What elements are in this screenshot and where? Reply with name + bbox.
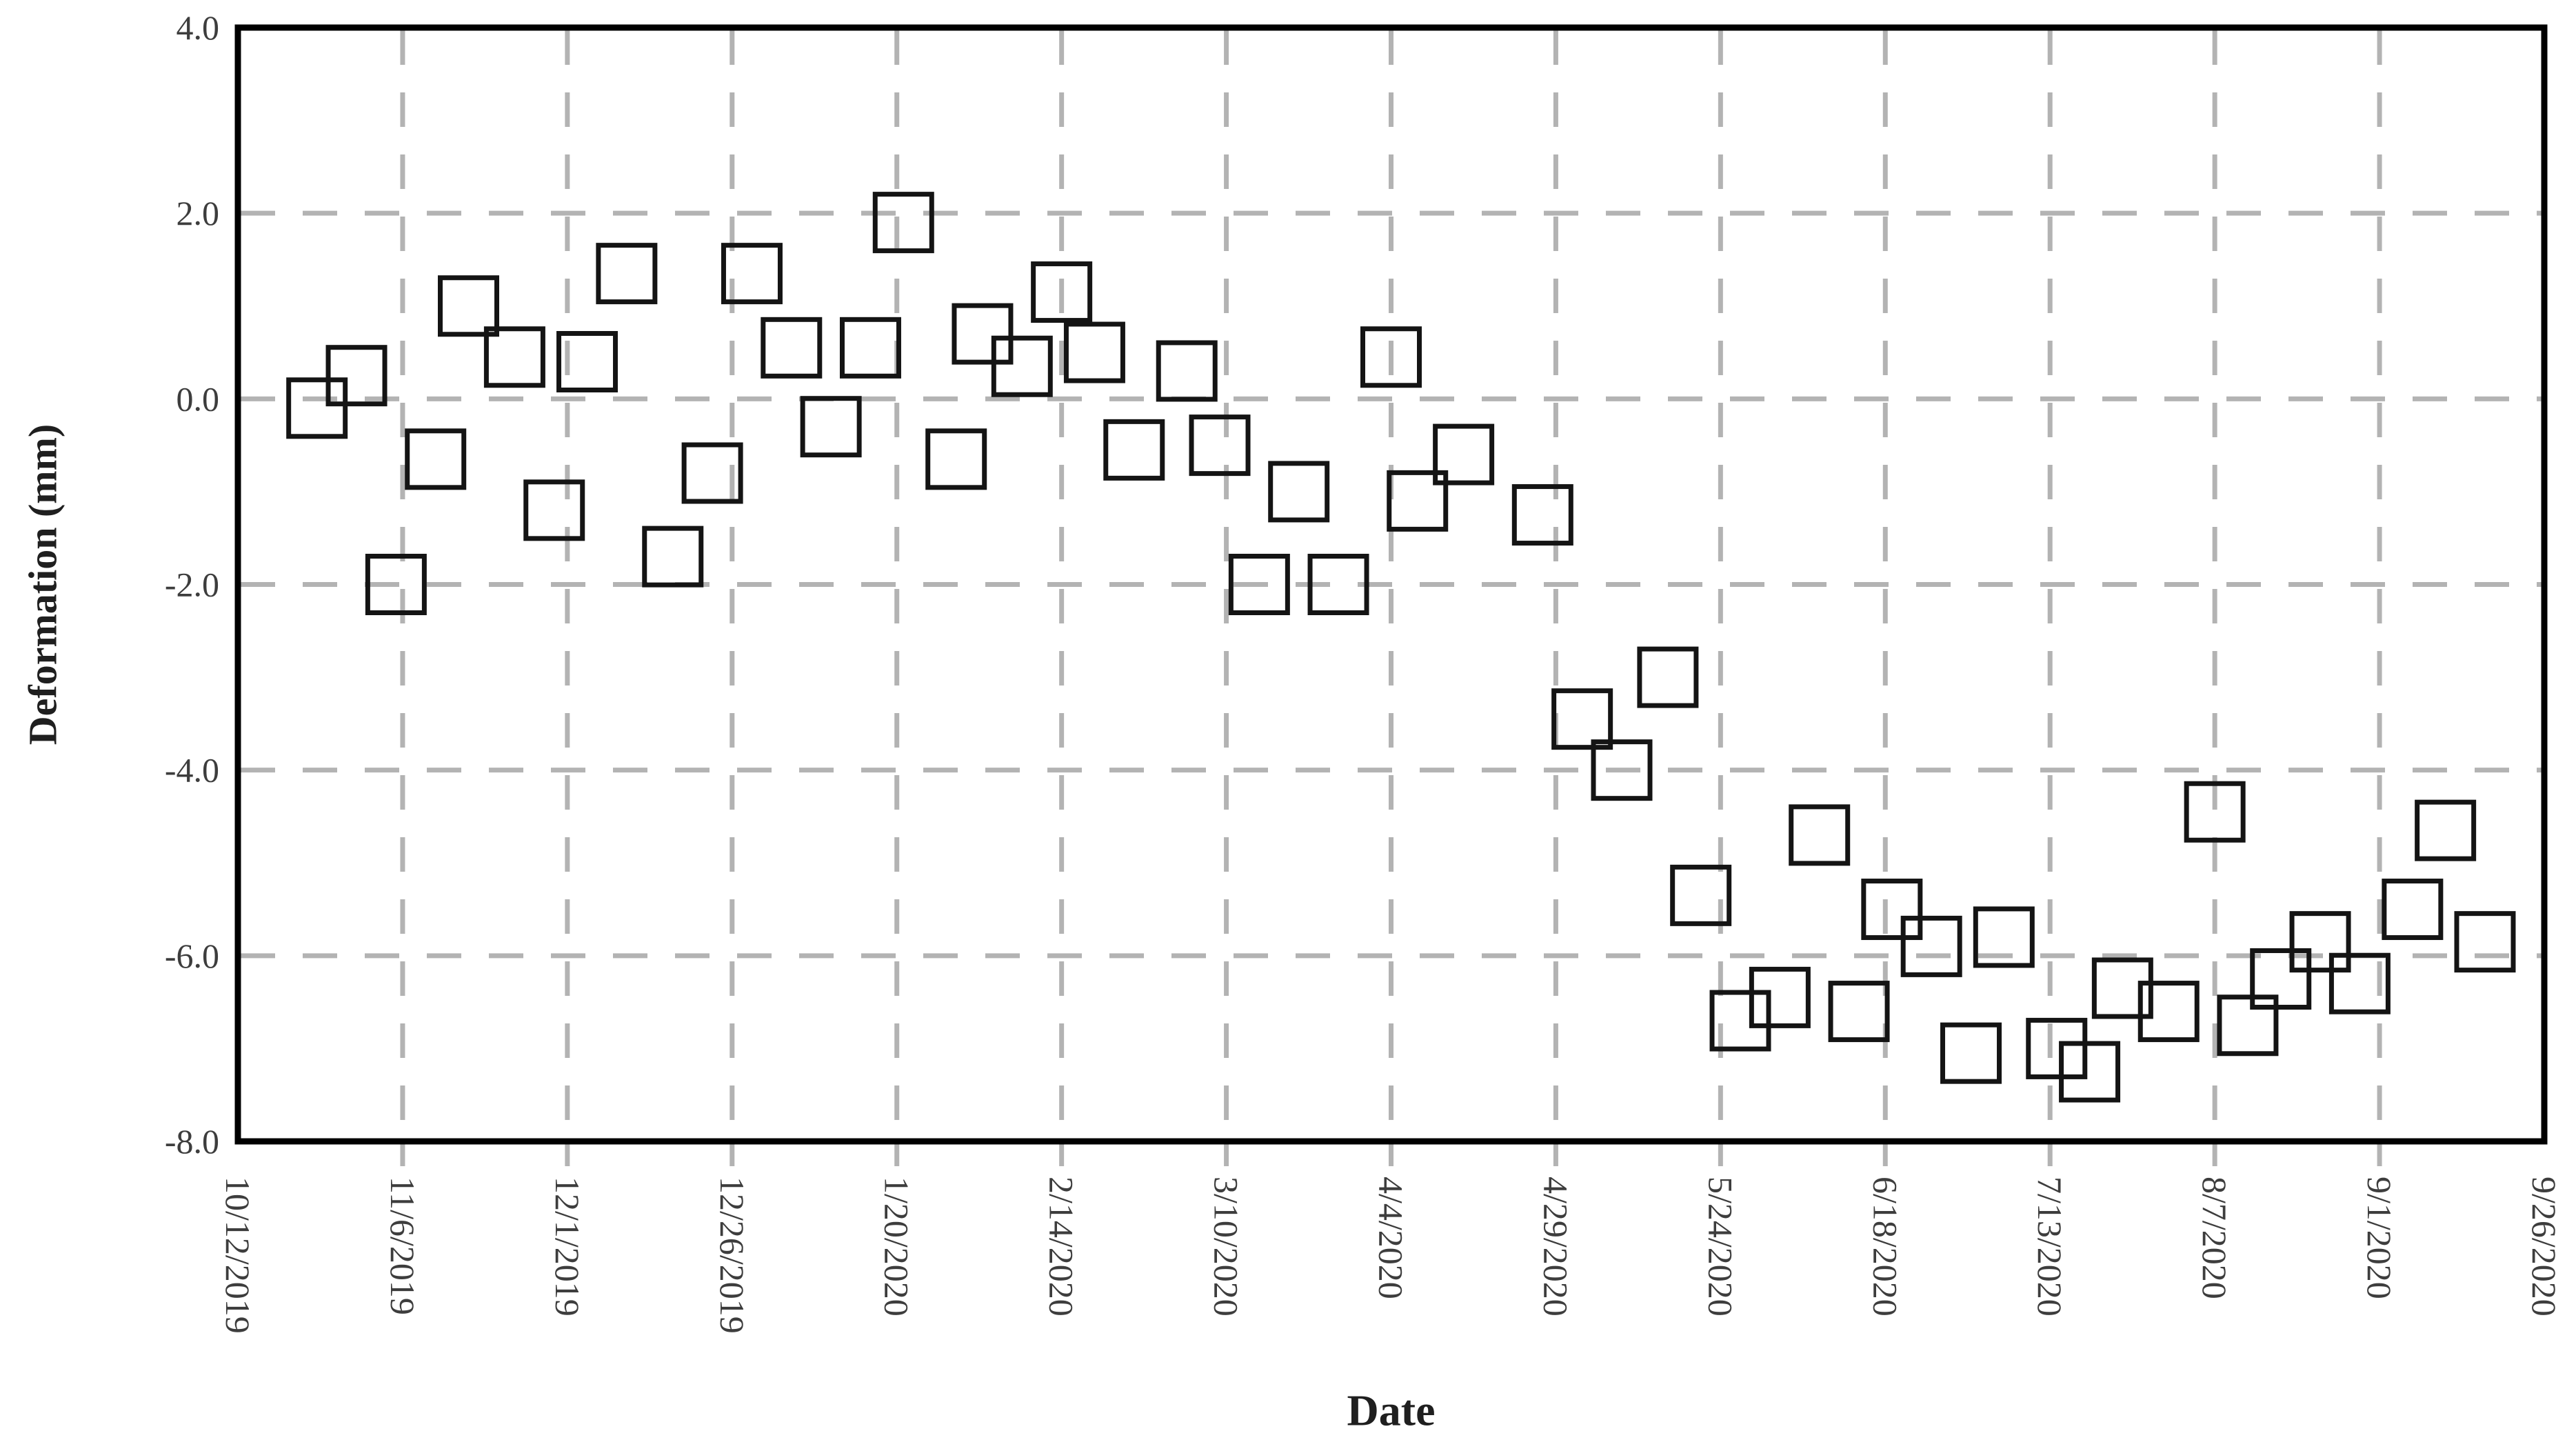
data-point-marker bbox=[761, 317, 823, 379]
data-point-marker bbox=[925, 428, 987, 490]
data-point-marker bbox=[365, 554, 427, 615]
data-point-marker bbox=[2184, 781, 2246, 843]
data-point-marker bbox=[1511, 484, 1573, 546]
data-point-marker bbox=[2059, 1041, 2121, 1103]
data-point-marker bbox=[1268, 461, 1330, 523]
data-point-marker bbox=[1551, 688, 1613, 750]
x-tick-label: 4/4/2020 bbox=[1372, 1177, 1411, 1299]
data-point-marker bbox=[839, 317, 901, 379]
data-point-marker bbox=[438, 275, 499, 337]
data-point-marker bbox=[2250, 948, 2312, 1010]
axis-frame bbox=[234, 24, 2548, 1145]
data-point-marker bbox=[1709, 990, 1771, 1052]
data-point-marker bbox=[596, 243, 658, 305]
data-point-marker bbox=[800, 396, 862, 458]
data-point-marker bbox=[1228, 554, 1290, 615]
data-point-marker bbox=[2217, 994, 2279, 1057]
data-point-marker bbox=[1307, 554, 1369, 615]
x-tick-label: 3/10/2020 bbox=[1207, 1177, 1246, 1317]
data-point-marker bbox=[1861, 879, 1923, 941]
x-tick-label: 10/12/2019 bbox=[219, 1177, 257, 1334]
data-point-marker bbox=[952, 303, 1014, 365]
data-point-marker bbox=[1387, 470, 1449, 532]
data-point-marker bbox=[2415, 799, 2477, 861]
data-point-marker bbox=[1031, 261, 1093, 323]
data-point-marker bbox=[1900, 915, 1962, 977]
data-point-marker bbox=[991, 335, 1053, 397]
data-point-marker bbox=[523, 479, 585, 541]
y-axis-title: Deformation (mm) bbox=[21, 424, 66, 745]
data-point-marker bbox=[2382, 879, 2444, 941]
data-point-marker bbox=[286, 377, 348, 439]
data-point-marker bbox=[2454, 911, 2516, 973]
y-tick-label: 0.0 bbox=[177, 379, 220, 418]
x-tick-label: 8/7/2020 bbox=[2195, 1177, 2234, 1299]
x-tick-label: 9/26/2020 bbox=[2525, 1177, 2564, 1317]
data-point-marker bbox=[405, 428, 467, 490]
y-tick-label: 2.0 bbox=[177, 194, 220, 232]
x-tick-label: 11/6/2019 bbox=[383, 1177, 422, 1315]
x-tick-label: 2/14/2020 bbox=[1043, 1177, 1081, 1317]
data-point-marker bbox=[642, 526, 704, 588]
data-point-marker bbox=[1591, 739, 1653, 801]
y-tick-label: -6.0 bbox=[165, 937, 219, 975]
y-tick-label: -8.0 bbox=[165, 1122, 219, 1161]
data-point-marker bbox=[2289, 911, 2351, 973]
data-point-marker bbox=[2026, 1017, 2088, 1079]
data-point-marker bbox=[872, 192, 934, 254]
data-point-marker bbox=[1063, 321, 1125, 383]
data-point-marker bbox=[1670, 864, 1732, 926]
x-tick-label: 5/24/2020 bbox=[1701, 1177, 1740, 1317]
x-tick-label: 7/13/2020 bbox=[2031, 1177, 2069, 1317]
data-point-marker bbox=[2328, 952, 2391, 1014]
x-axis-title: Date bbox=[1347, 1386, 1436, 1435]
x-tick-label: 6/18/2020 bbox=[1866, 1177, 1904, 1317]
data-point-marker bbox=[1637, 646, 1699, 708]
data-point-marker bbox=[1189, 414, 1251, 477]
x-tick-label: 12/26/2019 bbox=[713, 1177, 752, 1334]
data-point-marker bbox=[1973, 906, 2035, 968]
x-tick-label: 12/1/2019 bbox=[548, 1177, 587, 1317]
data-point-marker bbox=[1433, 423, 1495, 486]
data-point-marker bbox=[1828, 981, 1890, 1043]
x-tick-label: 1/20/2020 bbox=[878, 1177, 916, 1317]
data-point-marker bbox=[721, 243, 783, 305]
y-tick-label: -2.0 bbox=[165, 566, 219, 604]
data-point-marker bbox=[483, 326, 545, 388]
data-point-marker bbox=[1360, 326, 1422, 388]
y-tick-label: -4.0 bbox=[165, 751, 219, 790]
data-point-marker bbox=[1940, 1022, 2002, 1084]
data-point-marker bbox=[1103, 419, 1165, 481]
data-point-marker bbox=[556, 331, 618, 392]
data-point-marker bbox=[1789, 804, 1851, 866]
data-point-marker bbox=[1156, 340, 1218, 402]
data-point-marker bbox=[1749, 966, 1811, 1028]
data-point-marker bbox=[325, 345, 388, 407]
x-tick-label: 4/29/2020 bbox=[1536, 1177, 1575, 1317]
x-tick-label: 9/1/2020 bbox=[2360, 1177, 2399, 1299]
data-point-marker bbox=[2091, 957, 2153, 1019]
data-point-marker bbox=[681, 442, 743, 504]
y-tick-label: 4.0 bbox=[177, 8, 220, 47]
data-point-marker bbox=[2137, 981, 2200, 1043]
